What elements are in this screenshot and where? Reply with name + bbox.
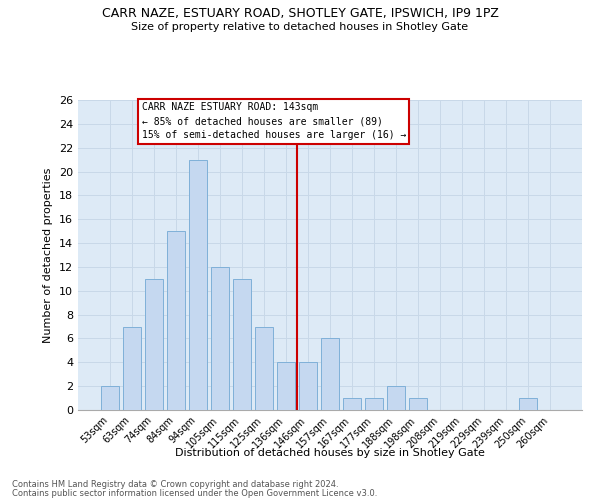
Bar (299, 362, 317, 410)
Bar (101, 386, 119, 410)
Bar (520, 398, 537, 410)
Text: Size of property relative to detached houses in Shotley Gate: Size of property relative to detached ho… (131, 22, 469, 32)
Bar (321, 338, 339, 410)
Bar (255, 326, 273, 410)
Bar (167, 231, 185, 410)
Bar (233, 279, 251, 410)
Bar (211, 267, 229, 410)
Bar (387, 386, 405, 410)
Bar (365, 398, 383, 410)
Bar (343, 398, 361, 410)
Bar (409, 398, 427, 410)
Text: Contains public sector information licensed under the Open Government Licence v3: Contains public sector information licen… (12, 489, 377, 498)
Text: Distribution of detached houses by size in Shotley Gate: Distribution of detached houses by size … (175, 448, 485, 458)
Y-axis label: Number of detached properties: Number of detached properties (43, 168, 53, 342)
Bar (123, 326, 140, 410)
Bar (145, 279, 163, 410)
Text: CARR NAZE ESTUARY ROAD: 143sqm
← 85% of detached houses are smaller (89)
15% of : CARR NAZE ESTUARY ROAD: 143sqm ← 85% of … (142, 102, 406, 141)
Text: CARR NAZE, ESTUARY ROAD, SHOTLEY GATE, IPSWICH, IP9 1PZ: CARR NAZE, ESTUARY ROAD, SHOTLEY GATE, I… (101, 8, 499, 20)
Bar (189, 160, 206, 410)
Bar (277, 362, 295, 410)
Text: Contains HM Land Registry data © Crown copyright and database right 2024.: Contains HM Land Registry data © Crown c… (12, 480, 338, 489)
